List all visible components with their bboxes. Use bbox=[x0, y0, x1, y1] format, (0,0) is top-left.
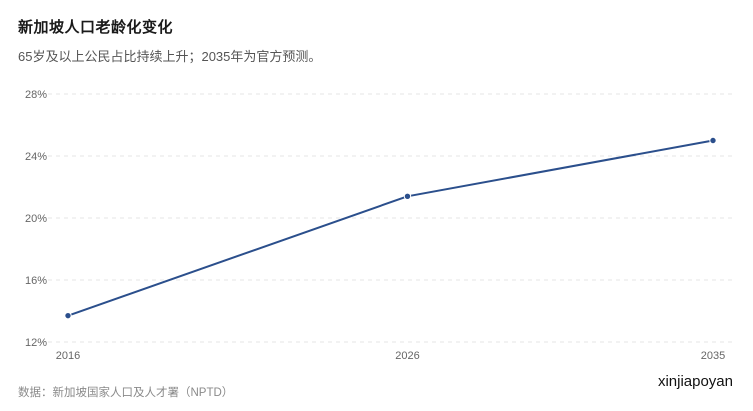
data-point bbox=[64, 311, 72, 320]
series-layer bbox=[64, 136, 717, 320]
y-axis-ticks: 12% 16% 20% 24% 28% bbox=[25, 89, 47, 349]
chart-subtitle: 65岁及以上公民占比持续上升；2035年为官方预测。 bbox=[18, 49, 322, 64]
y-tick-label: 20% bbox=[25, 213, 47, 225]
data-point bbox=[709, 136, 717, 145]
chart-title: 新加坡人口老龄化变化 bbox=[18, 19, 174, 36]
x-tick-label: 2026 bbox=[395, 350, 419, 362]
series-line bbox=[67, 139, 714, 317]
y-tick-label: 24% bbox=[25, 151, 47, 163]
data-source-note: 数据：新加坡国家人口及人才署（NPTD） bbox=[18, 387, 234, 399]
data-point bbox=[403, 192, 412, 201]
x-tick-label: 2016 bbox=[56, 350, 80, 362]
x-axis-ticks: 2016 2026 2035 bbox=[56, 350, 725, 362]
x-tick-label: 2035 bbox=[701, 350, 725, 362]
y-tick-label: 16% bbox=[25, 275, 47, 287]
watermark: xinjiapoyan bbox=[657, 373, 733, 390]
y-tick-label: 28% bbox=[25, 89, 47, 101]
y-tick-label: 12% bbox=[25, 337, 47, 349]
grid-lines bbox=[40, 93, 735, 343]
